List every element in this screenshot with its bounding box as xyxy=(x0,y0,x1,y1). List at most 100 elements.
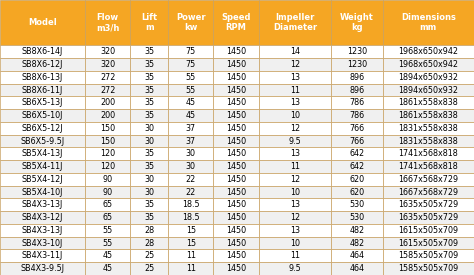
Text: 45: 45 xyxy=(186,111,196,120)
Text: 12: 12 xyxy=(290,213,300,222)
Bar xyxy=(130,199,168,211)
Bar xyxy=(331,97,383,109)
Bar xyxy=(213,237,259,249)
Bar xyxy=(0,262,85,275)
Text: 30: 30 xyxy=(144,137,154,145)
Bar xyxy=(383,71,474,84)
Bar xyxy=(85,186,130,199)
Bar xyxy=(331,224,383,237)
Bar xyxy=(130,0,168,45)
Text: 482: 482 xyxy=(349,226,365,235)
Text: 55: 55 xyxy=(186,86,196,95)
Bar xyxy=(213,199,259,211)
Bar xyxy=(331,0,383,45)
Bar xyxy=(331,237,383,249)
Text: 18.5: 18.5 xyxy=(182,200,200,209)
Text: Power
kw: Power kw xyxy=(176,13,206,32)
Bar xyxy=(259,249,331,262)
Text: 45: 45 xyxy=(102,251,113,260)
Bar xyxy=(259,186,331,199)
Text: 1635x505x729: 1635x505x729 xyxy=(398,200,458,209)
Text: SB5X4-13J: SB5X4-13J xyxy=(22,149,63,158)
Bar xyxy=(85,0,130,45)
Bar xyxy=(331,186,383,199)
Bar xyxy=(0,249,85,262)
Bar xyxy=(383,122,474,135)
Text: SB4X3-12J: SB4X3-12J xyxy=(22,213,63,222)
Text: 90: 90 xyxy=(102,188,113,197)
Text: 11: 11 xyxy=(186,264,196,273)
Bar xyxy=(0,147,85,160)
Bar xyxy=(0,211,85,224)
Text: 1450: 1450 xyxy=(226,137,246,145)
Text: 786: 786 xyxy=(349,98,365,107)
Text: 1230: 1230 xyxy=(347,47,367,56)
Bar xyxy=(259,58,331,71)
Bar xyxy=(168,224,213,237)
Bar xyxy=(85,224,130,237)
Text: 45: 45 xyxy=(186,98,196,107)
Bar xyxy=(383,160,474,173)
Text: 30: 30 xyxy=(144,175,154,184)
Text: 14: 14 xyxy=(290,47,300,56)
Bar xyxy=(383,262,474,275)
Text: 1450: 1450 xyxy=(226,149,246,158)
Text: 1585x505x709: 1585x505x709 xyxy=(398,264,458,273)
Text: 1831x558x838: 1831x558x838 xyxy=(399,137,458,145)
Bar xyxy=(383,186,474,199)
Bar xyxy=(0,0,85,45)
Bar xyxy=(331,84,383,97)
Text: 1741x568x818: 1741x568x818 xyxy=(399,149,458,158)
Text: SB6X5-9.5J: SB6X5-9.5J xyxy=(20,137,64,145)
Text: 150: 150 xyxy=(100,137,115,145)
Text: 1968x650x942: 1968x650x942 xyxy=(398,60,458,69)
Bar xyxy=(213,122,259,135)
Text: 1450: 1450 xyxy=(226,47,246,56)
Text: 620: 620 xyxy=(349,175,365,184)
Bar xyxy=(259,224,331,237)
Bar xyxy=(213,45,259,58)
Text: Flow
m3/h: Flow m3/h xyxy=(96,13,119,32)
Bar xyxy=(130,237,168,249)
Bar xyxy=(130,160,168,173)
Bar xyxy=(213,160,259,173)
Bar xyxy=(0,45,85,58)
Text: 65: 65 xyxy=(102,213,113,222)
Text: 1450: 1450 xyxy=(226,60,246,69)
Bar xyxy=(259,173,331,186)
Text: 1450: 1450 xyxy=(226,188,246,197)
Bar xyxy=(331,71,383,84)
Bar xyxy=(383,0,474,45)
Bar xyxy=(331,109,383,122)
Bar xyxy=(168,249,213,262)
Bar xyxy=(213,262,259,275)
Text: 35: 35 xyxy=(144,98,154,107)
Text: 320: 320 xyxy=(100,47,115,56)
Text: 25: 25 xyxy=(144,251,155,260)
Text: SB5X4-10J: SB5X4-10J xyxy=(22,188,63,197)
Bar xyxy=(130,224,168,237)
Bar xyxy=(168,147,213,160)
Bar xyxy=(331,211,383,224)
Text: SB5X4-11J: SB5X4-11J xyxy=(22,162,63,171)
Text: SB8X6-11J: SB8X6-11J xyxy=(22,86,63,95)
Bar xyxy=(0,186,85,199)
Bar xyxy=(0,160,85,173)
Bar xyxy=(259,160,331,173)
Text: SB4X3-13J: SB4X3-13J xyxy=(22,226,63,235)
Text: 10: 10 xyxy=(290,239,300,248)
Text: Lift
m: Lift m xyxy=(141,13,157,32)
Text: 1450: 1450 xyxy=(226,264,246,273)
Bar xyxy=(213,224,259,237)
Text: 1861x558x838: 1861x558x838 xyxy=(399,111,458,120)
Text: 35: 35 xyxy=(144,200,154,209)
Text: 9.5: 9.5 xyxy=(289,137,301,145)
Bar xyxy=(130,173,168,186)
Bar xyxy=(259,135,331,147)
Text: 620: 620 xyxy=(349,188,365,197)
Text: 13: 13 xyxy=(290,200,300,209)
Bar xyxy=(130,84,168,97)
Text: 10: 10 xyxy=(290,188,300,197)
Text: 35: 35 xyxy=(144,60,154,69)
Bar xyxy=(331,58,383,71)
